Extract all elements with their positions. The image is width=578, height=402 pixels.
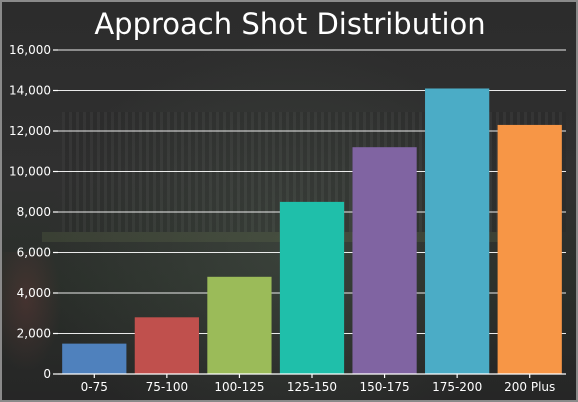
- y-tick-label: 14,000: [9, 84, 51, 98]
- x-tick-label: 175-200: [432, 380, 482, 394]
- x-tick-label: 200 Plus: [504, 380, 555, 394]
- y-tick-label: 6,000: [17, 246, 51, 260]
- x-tick-label: 125-150: [287, 380, 337, 394]
- x-tick-label: 75-100: [146, 380, 189, 394]
- y-tick-label: 12,000: [9, 124, 51, 138]
- bar-175-200: [425, 88, 490, 374]
- y-tick-label: 10,000: [9, 165, 51, 179]
- x-axis-ticks: 0-75 75-100 100-125 125-150 150-175 175-200 20…: [81, 374, 555, 394]
- bar-75-100: [134, 317, 199, 374]
- bars: [62, 88, 562, 374]
- bar-100-125: [207, 276, 272, 374]
- background-figure: [2, 252, 62, 372]
- bar-125-150: [279, 201, 345, 374]
- bar-0-75: [62, 343, 127, 374]
- chart-title: Approach Shot Distribution: [94, 7, 485, 41]
- y-tick-label: 16,000: [9, 43, 51, 57]
- y-axis-ticks: 0 2,000 4,000 6,000 8,000 10,000 12,000 14,000 1…: [9, 43, 58, 381]
- bar-150-175: [352, 147, 417, 374]
- x-tick-label: 0-75: [81, 380, 108, 394]
- y-tick-label: 2,000: [17, 327, 51, 341]
- bar-200-plus: [497, 124, 562, 374]
- y-tick-label: 4,000: [17, 286, 51, 300]
- y-tick-label: 8,000: [17, 205, 51, 219]
- x-tick-label: 100-125: [214, 380, 264, 394]
- x-tick-label: 150-175: [360, 380, 410, 394]
- y-tick-label: 0: [43, 367, 51, 381]
